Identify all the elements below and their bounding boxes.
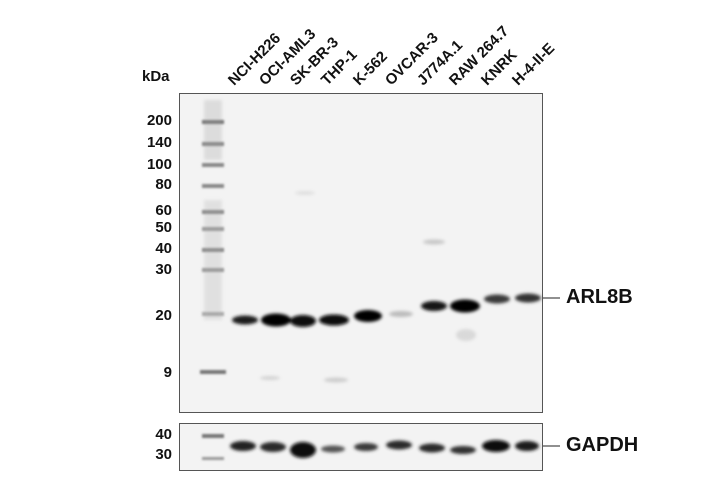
marker-label: 50: [155, 219, 172, 236]
gapdh-band: [354, 443, 378, 451]
marker-label: 80: [155, 176, 172, 193]
marker-label: 100: [146, 156, 172, 173]
arl8b-band: [319, 314, 349, 326]
arl8b-band: [389, 311, 413, 317]
arl8b-band: [515, 293, 541, 303]
marker-label: 9: [163, 364, 172, 381]
gapdh-band: [321, 445, 345, 453]
gapdh-bands: [230, 440, 539, 458]
gapdh-band: [290, 442, 316, 458]
arl8b-band: [421, 301, 447, 311]
gapdh-band: [482, 440, 510, 452]
arl8b-band: [450, 299, 480, 313]
gapdh-band: [260, 442, 286, 452]
marker-label: 30: [155, 261, 172, 278]
arl8b-bands: [232, 293, 541, 327]
marker-label: 40: [155, 240, 172, 257]
marker-label: 200: [146, 112, 172, 129]
marker-label: 60: [155, 202, 172, 219]
gapdh-band: [230, 441, 256, 451]
gapdh-band: [450, 446, 476, 454]
arl8b-band: [232, 315, 258, 325]
arl8b-band: [354, 310, 382, 322]
gapdh-marker-label: 40: [155, 426, 172, 443]
ladder-band: [202, 184, 224, 188]
faint-bands: [260, 191, 476, 383]
main-blot-panel: [179, 93, 543, 413]
ladder-smear: [204, 100, 222, 320]
ladder-band: [200, 370, 226, 374]
gapdh-ladder: [202, 434, 224, 460]
arl8b-band: [261, 313, 291, 327]
gapdh-band: [386, 440, 412, 450]
arl8b-label: ARL8B: [566, 286, 633, 308]
marker-label: 140: [146, 134, 172, 151]
gapdh-band: [419, 443, 445, 453]
arl8b-band: [484, 294, 510, 304]
ladder-band: [202, 457, 224, 460]
gapdh-marker-label: 30: [155, 446, 172, 463]
gapdh-label: GAPDH: [566, 434, 639, 456]
ladder-band: [202, 163, 224, 167]
marker-label: 20: [155, 307, 172, 324]
ladder-band: [202, 434, 224, 438]
arl8b-band: [290, 315, 316, 327]
gapdh-band: [515, 441, 539, 451]
kda-label: kDa: [142, 68, 170, 85]
